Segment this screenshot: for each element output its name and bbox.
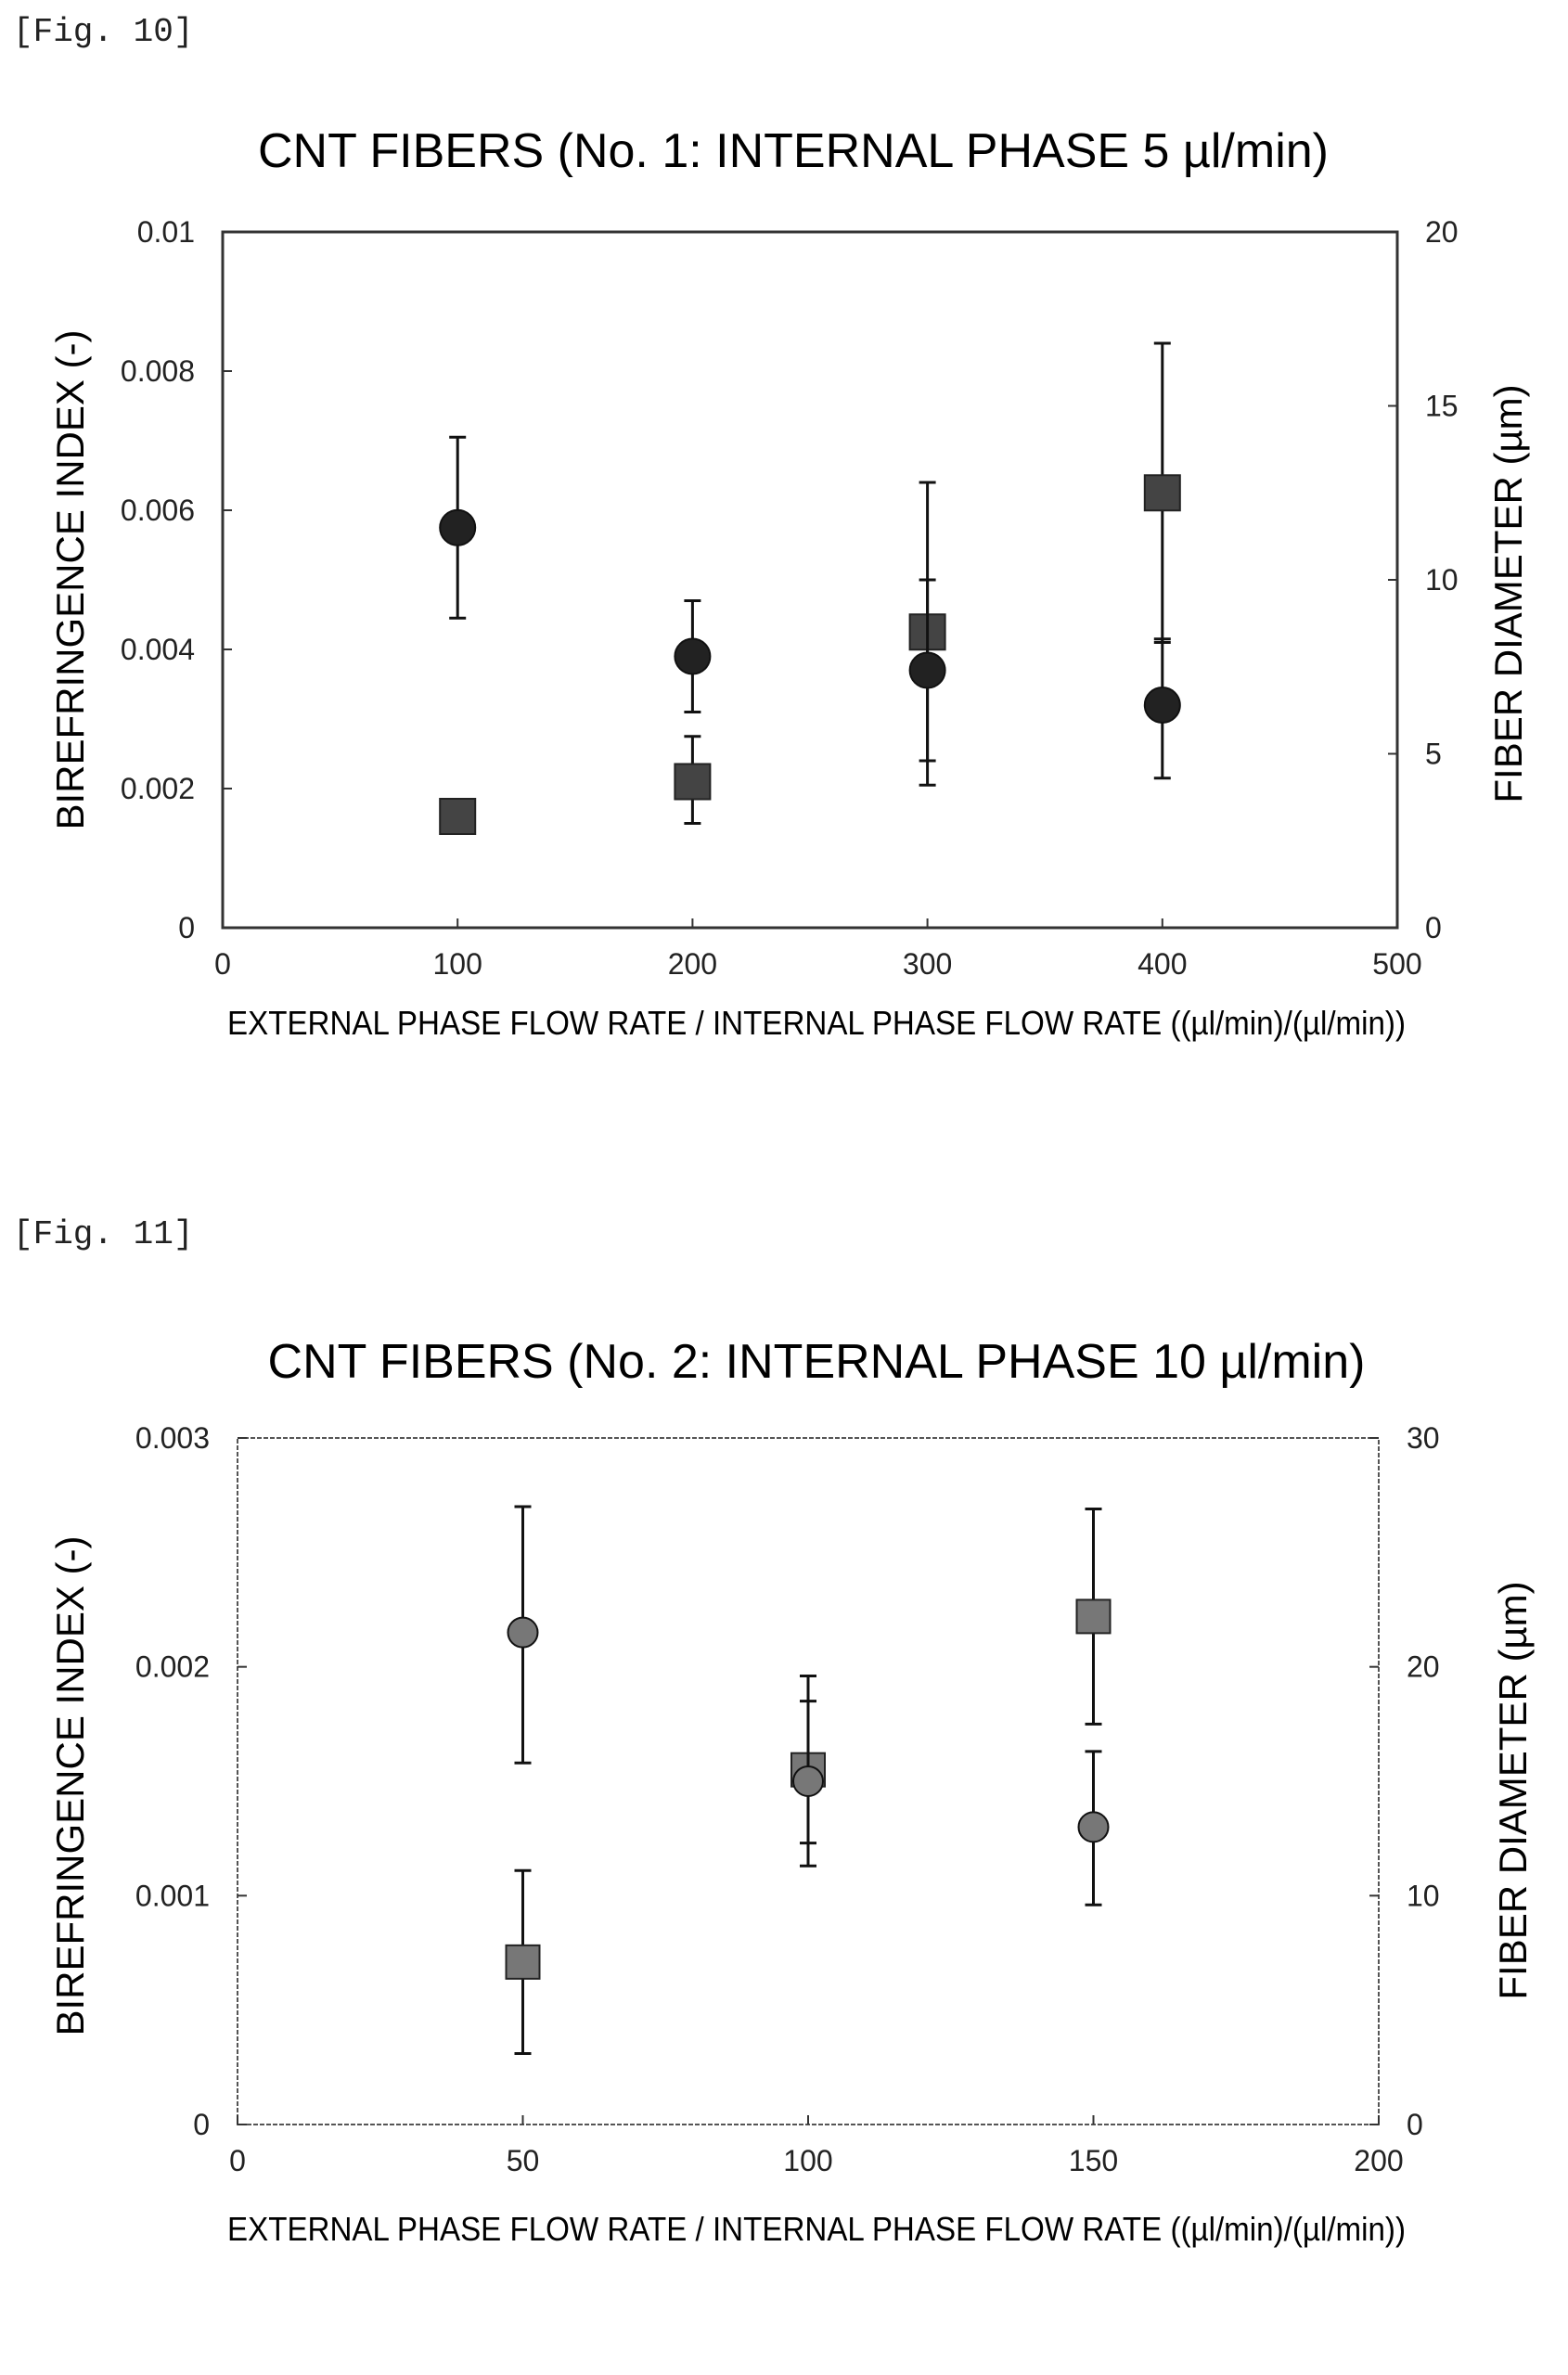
x-tick-label: 200 <box>668 947 717 981</box>
y-tick-label: 0.004 <box>121 633 195 666</box>
x-axis: 0 50 100 150 200 <box>229 2115 1404 2177</box>
data-marks <box>505 1505 1112 2056</box>
y2-tick-label: 0 <box>1425 911 1442 944</box>
x-tick-label: 200 <box>1354 2144 1403 2177</box>
data-marks <box>439 341 1181 835</box>
circle-marker <box>439 508 477 546</box>
circle-marker <box>1077 1811 1110 1843</box>
circle-marker <box>1143 687 1181 724</box>
x-tick-label: 150 <box>1069 2144 1118 2177</box>
chart-title: CNT FIBERS (No. 2: INTERNAL PHASE 10 µl/… <box>268 1335 1366 1389</box>
plot-area <box>221 230 1399 930</box>
x-axis: 0 100 200 300 400 500 <box>214 918 1422 981</box>
circle-marker <box>908 651 946 689</box>
x-tick-label: 0 <box>229 2144 246 2177</box>
square-marker <box>674 763 712 801</box>
square-marker <box>439 798 477 835</box>
y-tick-label: 0.006 <box>121 494 195 527</box>
y2-axis-title: FIBER DIAMETER (µm) <box>1486 384 1530 802</box>
y-tick-label: 0 <box>178 911 195 944</box>
chart-fig-10: CNT FIBERS (No. 1: INTERNAL PHASE 5 µl/m… <box>48 124 1530 1042</box>
square-marker <box>1143 474 1181 512</box>
x-tick-label: 300 <box>903 947 952 981</box>
y-tick-label: 0.01 <box>137 215 195 249</box>
square-marker <box>1075 1598 1112 1635</box>
y2-tick-label: 20 <box>1425 215 1459 249</box>
chart-fig-11: CNT FIBERS (No. 2: INTERNAL PHASE 10 µl/… <box>48 1335 1535 2248</box>
circle-marker <box>792 1765 824 1797</box>
y2-tick-label: 15 <box>1425 390 1459 423</box>
chart-title: CNT FIBERS (No. 1: INTERNAL PHASE 5 µl/m… <box>258 124 1329 178</box>
square-marker <box>505 1944 541 1980</box>
y-axis-right: 0 10 20 30 <box>1369 1421 1440 2141</box>
x-tick-label: 500 <box>1372 947 1421 981</box>
y2-tick-label: 0 <box>1407 2108 1423 2141</box>
y2-tick-label: 20 <box>1407 1650 1440 1684</box>
y-axis-left: 0 0.001 0.002 0.003 <box>135 1421 247 2141</box>
x-axis-title: EXTERNAL PHASE FLOW RATE / INTERNAL PHAS… <box>227 2210 1406 2248</box>
y-tick-label: 0.008 <box>121 354 195 388</box>
y-tick-label: 0.001 <box>135 1879 210 1912</box>
y2-tick-label: 30 <box>1407 1421 1440 1455</box>
x-axis-title: EXTERNAL PHASE FLOW RATE / INTERNAL PHAS… <box>227 1004 1406 1042</box>
y2-tick-label: 10 <box>1425 563 1459 597</box>
y-axis-title: BIREFRINGENCE INDEX (-) <box>48 329 92 829</box>
figure-11-label: [Fig. 11] <box>13 1215 194 1253</box>
circle-marker <box>507 1616 539 1649</box>
x-tick-label: 400 <box>1137 947 1187 981</box>
y2-axis-title: FIBER DIAMETER (µm) <box>1491 1581 1535 1999</box>
circle-marker <box>674 637 712 675</box>
y-tick-label: 0.003 <box>135 1421 210 1455</box>
y2-tick-label: 5 <box>1425 738 1442 771</box>
y-tick-label: 0 <box>193 2108 210 2141</box>
y-axis-title: BIREFRINGENCE INDEX (-) <box>48 1535 92 2035</box>
figure-10-label: [Fig. 10] <box>13 13 194 51</box>
y-axis-right: 0 5 10 15 20 <box>1388 215 1459 944</box>
y-tick-label: 0.002 <box>135 1650 210 1684</box>
y-tick-label: 0.002 <box>121 772 195 805</box>
y2-tick-label: 10 <box>1407 1879 1440 1912</box>
x-tick-label: 0 <box>214 947 231 981</box>
x-tick-label: 50 <box>507 2144 540 2177</box>
y-axis-left: 0 0.002 0.004 0.006 0.008 0.01 <box>121 215 232 944</box>
x-tick-label: 100 <box>433 947 482 981</box>
x-tick-label: 100 <box>783 2144 832 2177</box>
